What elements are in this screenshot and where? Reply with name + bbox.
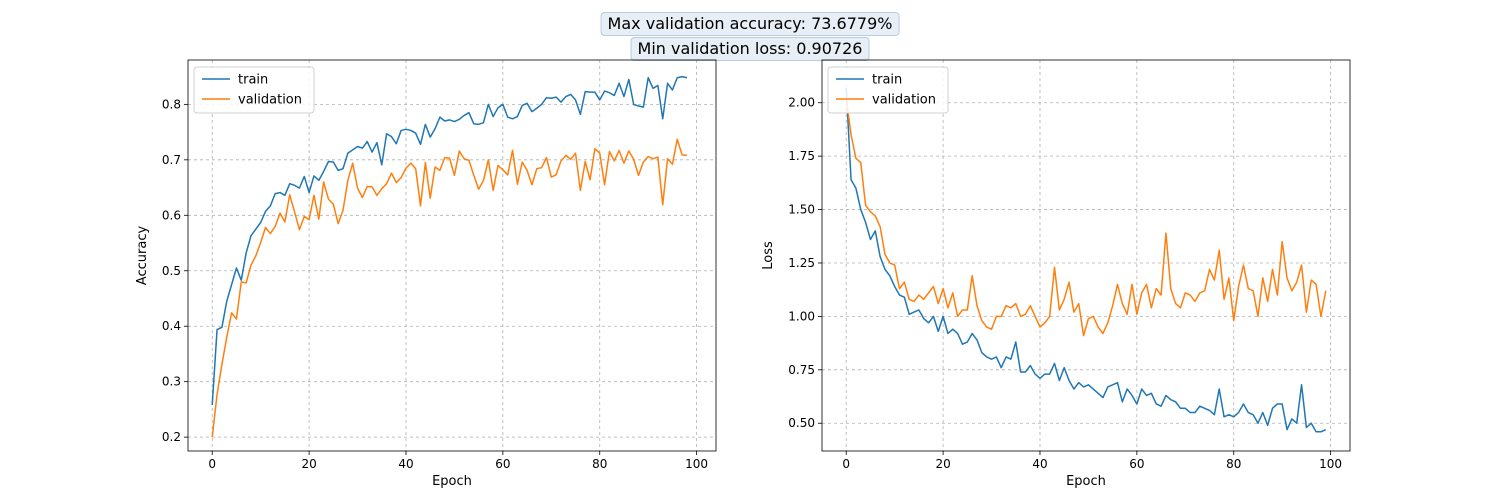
x-tick-label: 40	[398, 457, 413, 471]
x-tick-label: 20	[301, 457, 316, 471]
y-tick-label: 0.4	[162, 319, 181, 333]
legend-label-train: train	[238, 73, 268, 88]
suptitle-min-validation-loss: Min validation loss: 0.90726	[630, 37, 870, 61]
y-tick-label: 0.5	[162, 264, 181, 278]
y-axis-label: Loss	[761, 241, 776, 270]
y-tick-label: 0.3	[162, 375, 181, 389]
legend-label-train: train	[872, 73, 902, 88]
axes-frame	[821, 59, 1351, 452]
x-tick-label: 60	[495, 457, 510, 471]
series-line-train	[211, 75, 688, 406]
y-tick-label: 1.00	[788, 309, 815, 323]
x-tick-label: 40	[1032, 457, 1047, 471]
x-axis-label: Epoch	[1066, 474, 1106, 489]
x-tick-label: 100	[685, 457, 708, 471]
x-tick-label: 0	[208, 457, 216, 471]
accuracy-plot: 0 20 40 60 80 100 0.2 0.3 0.4 0.5 0.6 0.7 0.8 Epoch Ac…	[135, 59, 717, 489]
series-line-validation	[845, 98, 1327, 337]
x-tick-label: 80	[1226, 457, 1241, 471]
y-tick-label: 1.75	[788, 149, 815, 163]
y-tick-label: 0.7	[162, 153, 181, 167]
y-tick-label: 1.50	[788, 203, 815, 217]
axes-frame	[187, 59, 717, 452]
x-axis-label: Epoch	[432, 474, 472, 489]
y-tick-label: 0.75	[788, 363, 815, 377]
loss-plot: 0 20 40 60 80 100 0.50 0.75 1.00 1.25 1.50 1.75 2.00…	[761, 59, 1351, 489]
x-tick-label: 0	[842, 457, 850, 471]
y-axis-label: Accuracy	[135, 226, 150, 286]
y-tick-label: 2.00	[788, 96, 815, 110]
x-tick-label: 80	[592, 457, 607, 471]
x-tick-label: 20	[935, 457, 950, 471]
suptitle-max-validation-accuracy: Max validation accuracy: 73.6779%	[600, 12, 900, 36]
y-tick-label: 1.25	[788, 256, 815, 270]
series-line-validation	[211, 138, 688, 438]
x-tick-label: 100	[1319, 457, 1342, 471]
y-tick-label: 0.50	[788, 416, 815, 430]
y-tick-label: 0.2	[162, 430, 181, 444]
legend-label-validation: validation	[872, 93, 936, 108]
y-tick-label: 0.6	[162, 208, 181, 222]
y-tick-label: 0.8	[162, 97, 181, 111]
legend-label-validation: validation	[238, 93, 302, 108]
x-tick-label: 60	[1129, 457, 1144, 471]
series-line-train	[845, 87, 1327, 433]
